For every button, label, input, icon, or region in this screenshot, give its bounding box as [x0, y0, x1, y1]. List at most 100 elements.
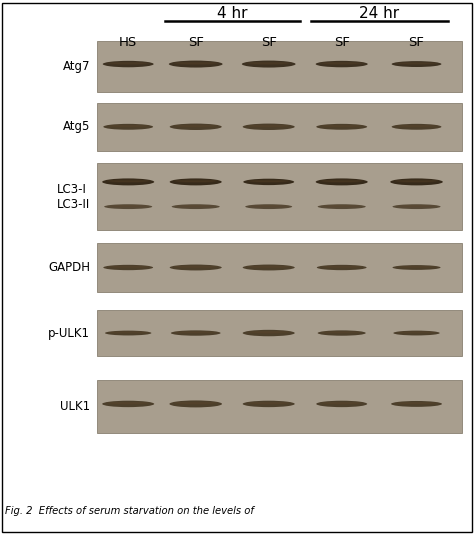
Ellipse shape [109, 403, 148, 405]
Ellipse shape [247, 180, 291, 182]
Text: SF: SF [409, 36, 424, 49]
Ellipse shape [392, 124, 441, 129]
Ellipse shape [249, 403, 288, 405]
Ellipse shape [170, 179, 222, 186]
Text: SF: SF [261, 36, 277, 49]
Ellipse shape [395, 62, 438, 64]
Ellipse shape [390, 179, 443, 186]
Text: GAPDH: GAPDH [48, 261, 90, 274]
Ellipse shape [106, 402, 150, 404]
Ellipse shape [176, 403, 216, 405]
Ellipse shape [392, 61, 441, 67]
Ellipse shape [399, 332, 434, 334]
Ellipse shape [396, 205, 437, 207]
Ellipse shape [320, 402, 364, 404]
Ellipse shape [396, 266, 437, 268]
Ellipse shape [392, 204, 440, 209]
Ellipse shape [176, 181, 215, 183]
Ellipse shape [103, 265, 153, 270]
Bar [97, 163, 462, 230]
Ellipse shape [249, 205, 289, 207]
Ellipse shape [249, 126, 288, 128]
Ellipse shape [322, 181, 361, 183]
Text: 24 hr: 24 hr [359, 6, 399, 21]
Ellipse shape [173, 62, 219, 64]
Ellipse shape [245, 204, 292, 209]
Ellipse shape [169, 400, 222, 408]
Ellipse shape [103, 124, 153, 129]
Ellipse shape [111, 332, 146, 334]
Bar [97, 380, 462, 433]
Ellipse shape [109, 181, 148, 183]
Ellipse shape [319, 62, 364, 64]
Ellipse shape [397, 403, 436, 405]
Text: Fig. 2  Effects of serum starvation on the levels of: Fig. 2 Effects of serum starvation on th… [5, 506, 254, 516]
Ellipse shape [246, 402, 291, 404]
Ellipse shape [103, 61, 154, 67]
Ellipse shape [171, 330, 220, 336]
Ellipse shape [324, 206, 360, 208]
Bar [97, 41, 462, 92]
Ellipse shape [102, 401, 154, 407]
Ellipse shape [104, 204, 152, 209]
Ellipse shape [176, 126, 215, 128]
Ellipse shape [398, 63, 435, 65]
Ellipse shape [397, 181, 436, 183]
Ellipse shape [246, 125, 291, 127]
Ellipse shape [173, 265, 218, 268]
Ellipse shape [109, 63, 147, 65]
Bar [97, 103, 462, 151]
Ellipse shape [316, 401, 367, 407]
Ellipse shape [251, 206, 286, 208]
Ellipse shape [178, 206, 214, 208]
Ellipse shape [242, 60, 296, 67]
Text: Atg5: Atg5 [63, 120, 90, 133]
Ellipse shape [318, 330, 366, 336]
Ellipse shape [109, 266, 147, 269]
Ellipse shape [106, 180, 150, 182]
Ellipse shape [320, 266, 363, 268]
Ellipse shape [316, 179, 368, 186]
Ellipse shape [249, 266, 288, 269]
Ellipse shape [170, 124, 222, 130]
Ellipse shape [316, 124, 367, 129]
Ellipse shape [250, 181, 288, 183]
Ellipse shape [243, 124, 295, 130]
Text: LC3-I
LC3-II: LC3-I LC3-II [57, 182, 90, 211]
Ellipse shape [399, 267, 435, 268]
Ellipse shape [321, 205, 362, 207]
Ellipse shape [395, 402, 438, 404]
Ellipse shape [243, 401, 295, 407]
Ellipse shape [170, 264, 222, 270]
Ellipse shape [246, 62, 292, 64]
Text: 4 hr: 4 hr [217, 6, 247, 21]
Ellipse shape [323, 126, 361, 128]
Ellipse shape [175, 63, 216, 65]
Ellipse shape [108, 205, 149, 207]
Ellipse shape [102, 179, 154, 186]
Ellipse shape [105, 331, 151, 335]
Text: SF: SF [188, 36, 204, 49]
Bar [97, 243, 462, 292]
Ellipse shape [173, 402, 218, 404]
Ellipse shape [323, 403, 361, 405]
Ellipse shape [169, 60, 223, 67]
Ellipse shape [107, 62, 150, 64]
Text: ULK1: ULK1 [60, 400, 90, 413]
Ellipse shape [316, 61, 368, 67]
Text: HS: HS [119, 36, 137, 49]
Ellipse shape [317, 265, 366, 270]
Ellipse shape [320, 125, 364, 127]
Ellipse shape [248, 63, 289, 65]
Ellipse shape [176, 266, 215, 269]
Ellipse shape [246, 265, 291, 268]
Ellipse shape [399, 206, 435, 208]
Ellipse shape [107, 125, 149, 127]
Ellipse shape [391, 401, 442, 407]
Ellipse shape [324, 332, 360, 334]
Ellipse shape [177, 332, 214, 334]
Ellipse shape [173, 180, 218, 182]
Ellipse shape [395, 125, 438, 127]
Ellipse shape [318, 204, 366, 209]
Ellipse shape [107, 266, 149, 268]
